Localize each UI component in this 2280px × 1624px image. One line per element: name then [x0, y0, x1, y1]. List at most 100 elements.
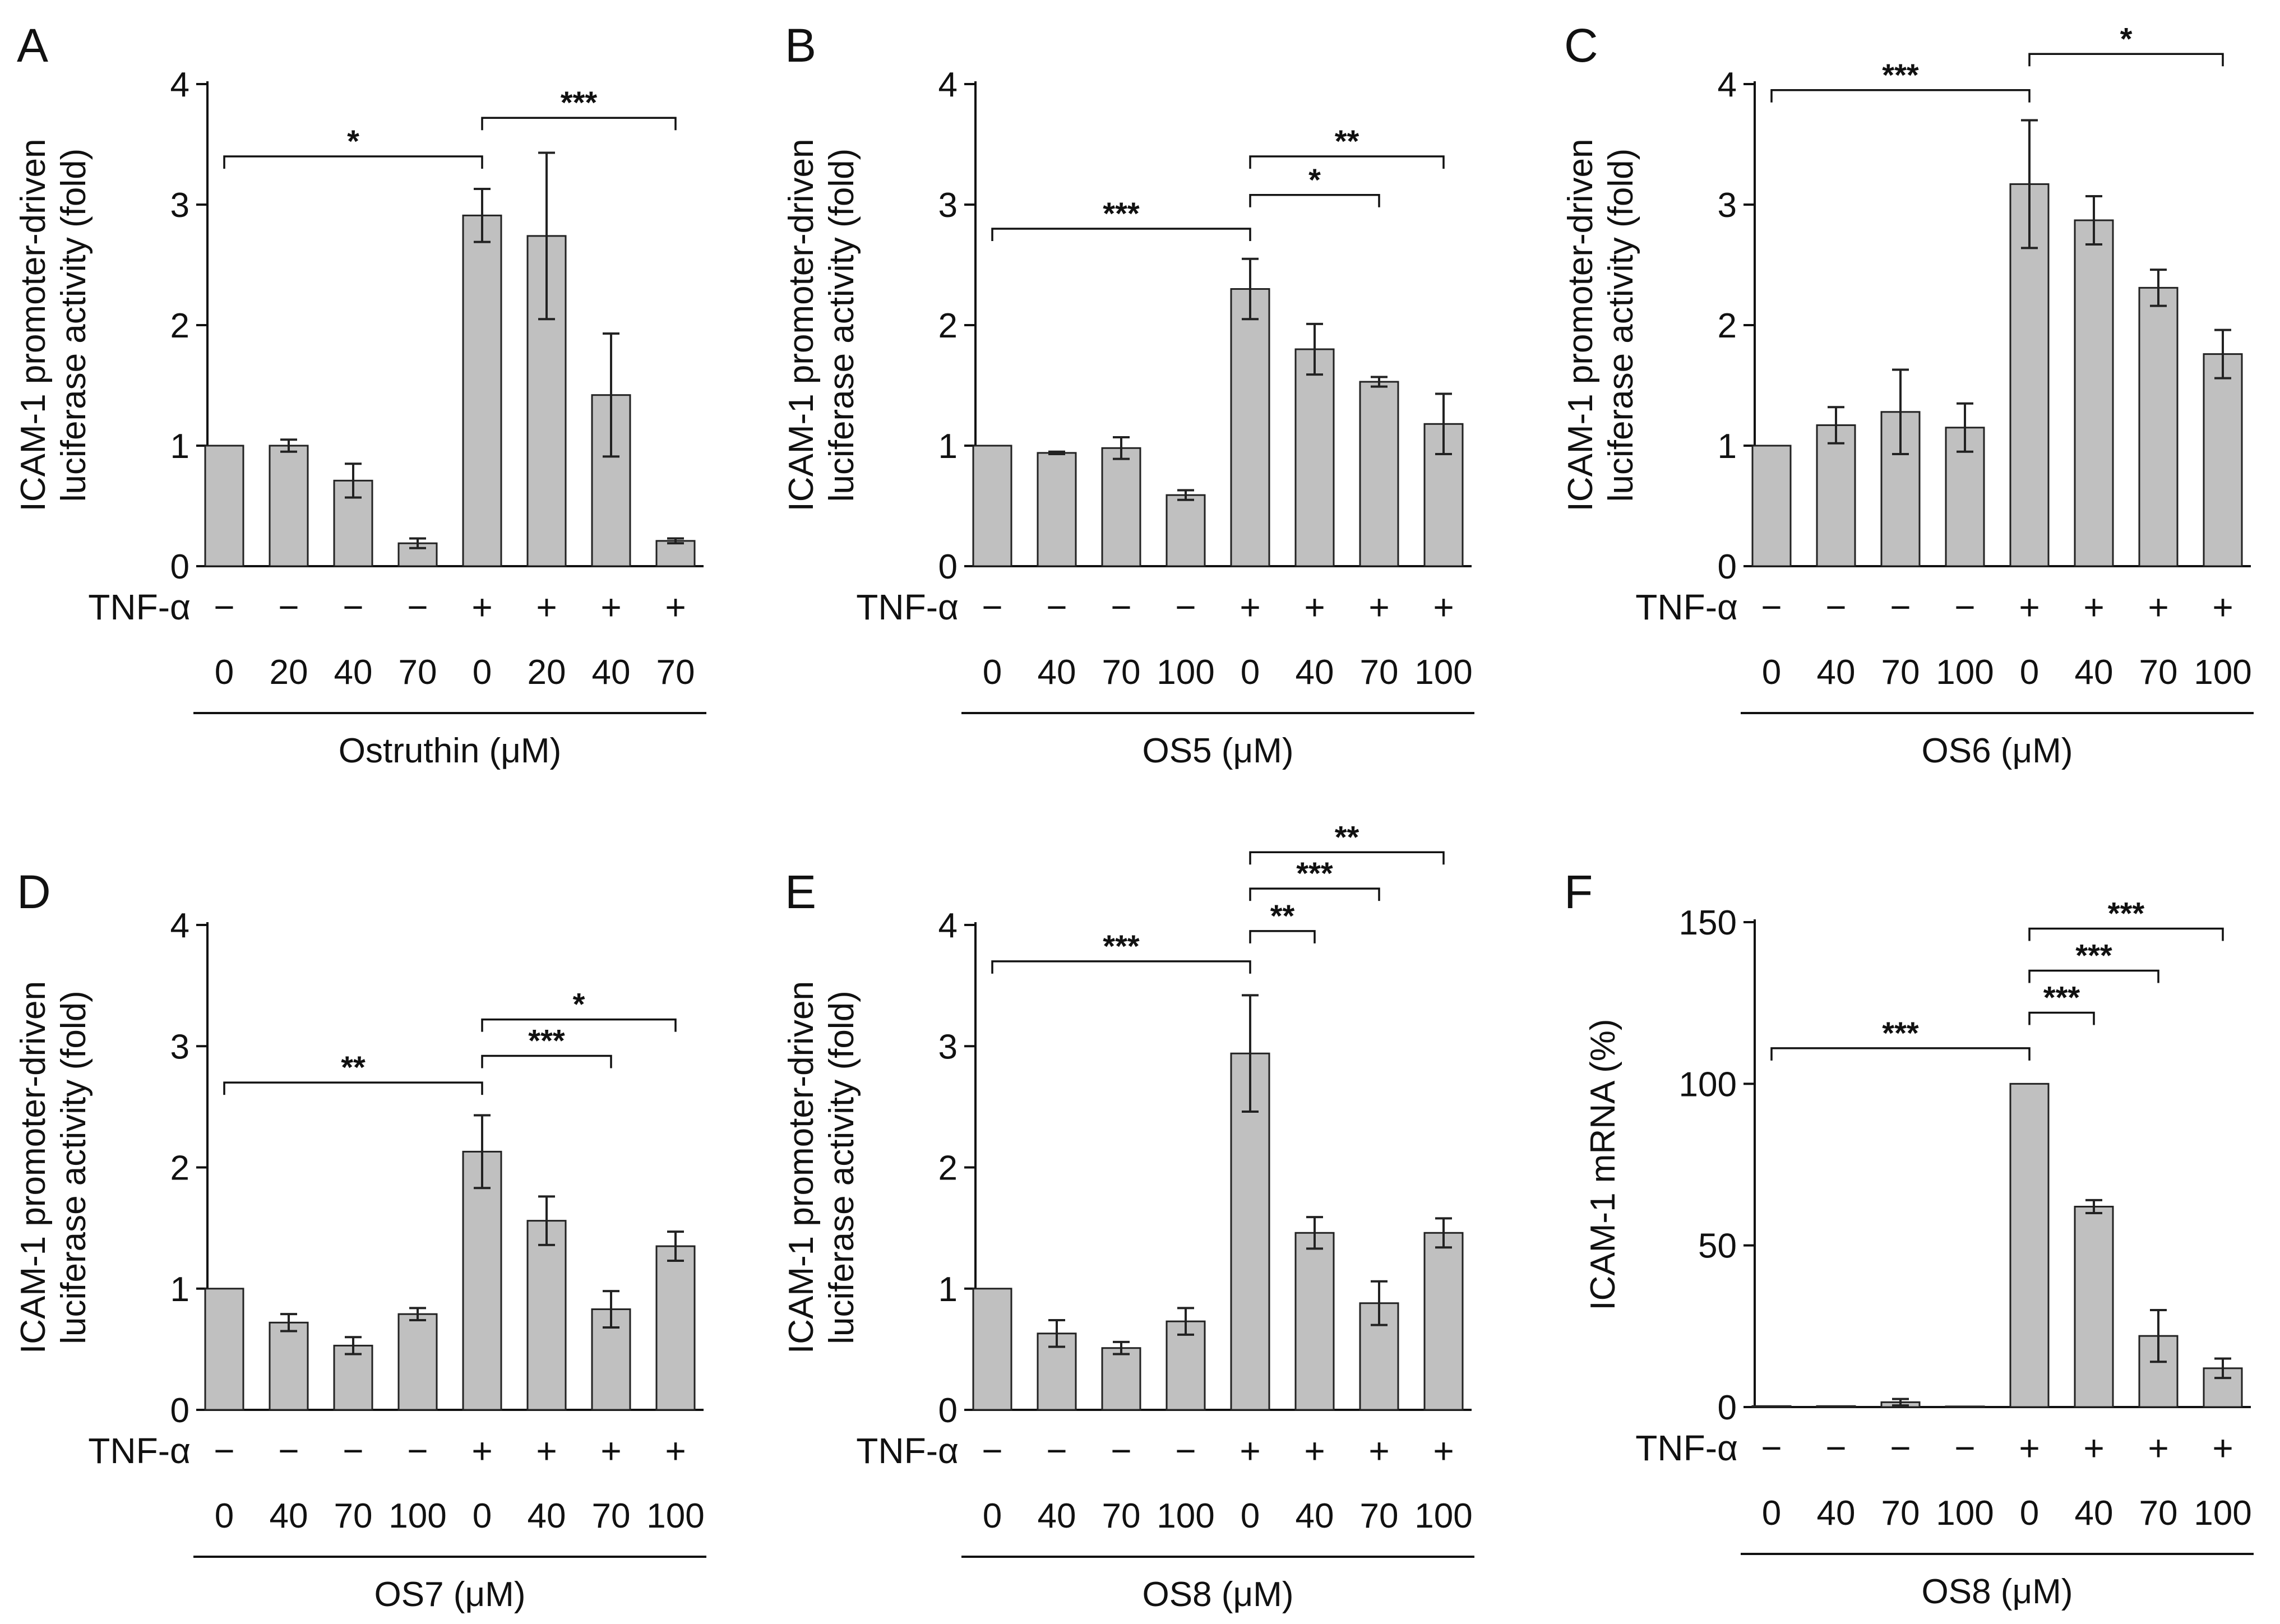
bar-2 — [1816, 424, 1856, 567]
tnf-sign: − — [278, 587, 299, 627]
bar-1 — [1751, 445, 1792, 567]
significance-bracket — [1770, 89, 2031, 103]
x-tick-label: 70 — [1360, 1497, 1399, 1535]
significance-bracket — [2028, 969, 2159, 983]
significance-label: ** — [1270, 898, 1295, 933]
tnf-sign: − — [1954, 587, 1975, 627]
bar-4 — [1166, 494, 1206, 567]
tnf-sign: + — [2083, 1428, 2104, 1468]
y-tick-label: 4 — [170, 906, 189, 945]
group-label: OS7 (μM) — [374, 1575, 526, 1614]
bar-6 — [526, 1220, 567, 1411]
tnf-sign: − — [1175, 587, 1196, 627]
tnf-sign: − — [1825, 1428, 1846, 1468]
bar-4 — [1166, 1320, 1206, 1411]
x-tick-label: 100 — [1157, 1497, 1214, 1535]
tnf-sign: + — [2212, 587, 2233, 627]
x-tick-label: 0 — [215, 653, 234, 692]
significance-bracket — [1249, 930, 1316, 943]
bar-2 — [269, 1321, 309, 1411]
y-tick-label: 2 — [170, 307, 189, 345]
bar-6 — [1294, 1232, 1335, 1411]
tnf-sign: − — [407, 587, 428, 627]
x-tick-label: 40 — [334, 653, 373, 692]
y-axis-label: ICAM-1 mRNA (%) — [1584, 1019, 1622, 1310]
x-tick-label: 70 — [399, 653, 437, 692]
y-tick-label: 2 — [170, 1149, 189, 1188]
bar-3 — [333, 1344, 373, 1411]
y-tick-label: 0 — [1718, 548, 1737, 586]
tnf-sign: + — [1304, 587, 1325, 627]
significance-label: * — [573, 987, 585, 1022]
significance-label: *** — [1296, 855, 1333, 891]
x-tick-label: 100 — [646, 1497, 704, 1535]
significance-label: *** — [2043, 979, 2080, 1015]
y-tick-label: 4 — [170, 66, 189, 104]
significance-bracket — [1249, 155, 1445, 169]
tnf-sign: − — [1954, 1428, 1975, 1468]
bar-5 — [1230, 288, 1270, 567]
panel-letter: D — [17, 866, 51, 918]
significance-label: * — [1308, 162, 1321, 197]
y-tick-label: 2 — [938, 307, 958, 345]
tnf-sign: + — [2083, 587, 2104, 627]
y-tick-label: 1 — [938, 427, 958, 466]
bar-2 — [269, 445, 309, 567]
x-tick-label: 40 — [1817, 1494, 1856, 1533]
treatment-label: TNF-α — [88, 1431, 191, 1471]
x-tick-label: 40 — [1296, 653, 1334, 692]
significance-bracket — [1249, 194, 1380, 207]
panel-a: A ICAM-1 promoter-driven luciferase activi… — [14, 19, 706, 770]
panel-letter: C — [1564, 19, 1598, 72]
x-tick-label: 20 — [270, 653, 308, 692]
tnf-sign: + — [600, 587, 621, 627]
x-tick-label: 0 — [215, 1497, 234, 1535]
tnf-sign: − — [1761, 587, 1782, 627]
panel-c: C ICAM-1 promoter-driven luciferase activi… — [1561, 19, 2254, 770]
bar-2 — [1037, 452, 1077, 567]
y-axis-label: ICAM-1 promoter-driven — [1561, 139, 1600, 512]
tnf-sign: + — [2212, 1428, 2233, 1468]
tnf-sign: − — [1890, 1428, 1911, 1468]
treatment-label: TNF-α — [856, 587, 959, 627]
bar-1 — [204, 1288, 244, 1411]
y-axis-label: luciferase activity (fold) — [54, 991, 93, 1344]
group-label: OS8 (μM) — [1143, 1575, 1294, 1614]
significance-label: * — [2120, 21, 2133, 56]
significance-label: *** — [2075, 938, 2112, 973]
tnf-sign: + — [1304, 1431, 1325, 1471]
significance-bracket — [481, 1054, 612, 1068]
y-tick-label: 3 — [938, 186, 958, 225]
tnf-sign: − — [1175, 1431, 1196, 1471]
x-tick-label: 40 — [2075, 653, 2113, 692]
x-tick-label: 40 — [270, 1497, 308, 1535]
tnf-sign: − — [1111, 1431, 1131, 1471]
bar-6 — [1294, 348, 1335, 567]
x-tick-label: 40 — [528, 1497, 566, 1535]
x-tick-label: 100 — [1414, 1497, 1472, 1535]
x-tick-label: 100 — [389, 1497, 446, 1535]
significance-bracket — [2028, 53, 2224, 67]
y-tick-label: 1 — [1718, 427, 1737, 466]
bar-6 — [2074, 219, 2114, 567]
y-tick-label: 4 — [938, 906, 958, 945]
y-tick-label: 2 — [1718, 307, 1737, 345]
panel-b: B ICAM-1 promoter-driven luciferase activi… — [782, 19, 1474, 770]
y-tick-label: 3 — [170, 1028, 189, 1066]
y-tick-label: 3 — [938, 1028, 958, 1066]
y-axis-label: ICAM-1 promoter-driven — [782, 981, 821, 1354]
x-tick-label: 40 — [592, 653, 631, 692]
bar-1 — [972, 1288, 1012, 1411]
group-label: OS8 (μM) — [1922, 1572, 2073, 1611]
x-tick-label: 0 — [1762, 653, 1781, 692]
tnf-sign: − — [1890, 587, 1911, 627]
tnf-sign: + — [1433, 587, 1454, 627]
y-tick-label: 50 — [1698, 1227, 1737, 1266]
tnf-sign: − — [214, 1431, 234, 1471]
significance-bracket — [481, 1018, 677, 1032]
x-tick-label: 0 — [473, 1497, 492, 1535]
significance-label: *** — [1882, 1015, 1919, 1051]
y-tick-label: 0 — [170, 548, 189, 586]
y-tick-label: 4 — [1718, 66, 1737, 104]
bar-3 — [1101, 1347, 1141, 1411]
